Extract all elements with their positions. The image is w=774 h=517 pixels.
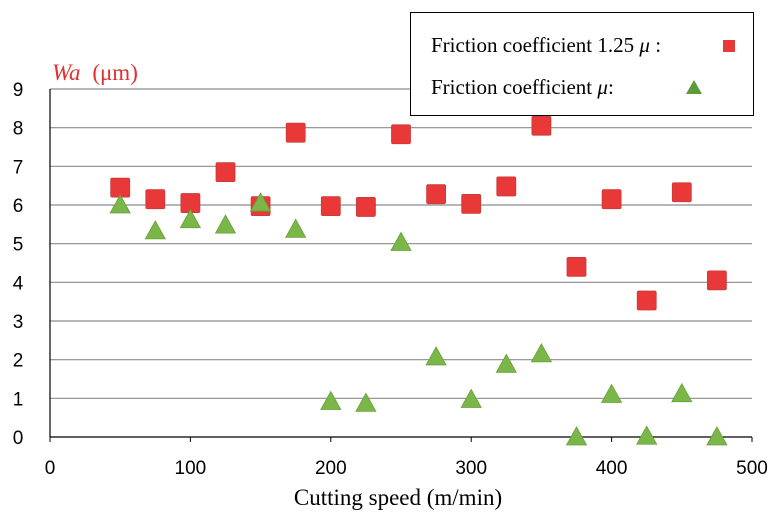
y-tick-label: 3: [13, 312, 24, 333]
data-point-square: [285, 122, 306, 143]
x-tick-label: 400: [596, 458, 628, 479]
data-point-square: [566, 256, 587, 277]
y-tick-label: 4: [13, 273, 24, 294]
legend-triangle-marker: [686, 80, 702, 94]
x-axis-label: Cutting speed (m/min): [294, 485, 502, 510]
data-point-triangle: [460, 388, 482, 408]
y-axis-label-italic: Wa: [52, 60, 81, 85]
data-point-triangle: [600, 383, 623, 403]
data-point-square: [320, 196, 341, 217]
data-point-triangle: [390, 231, 412, 251]
y-tick-label: 5: [13, 235, 24, 256]
x-tick-label: 100: [175, 458, 207, 479]
data-point-triangle: [671, 382, 693, 403]
axes: [49, 89, 753, 442]
data-point-triangle: [179, 208, 202, 229]
data-point-triangle: [214, 214, 237, 234]
data-point-square: [636, 290, 657, 311]
tick-labels: 0 1 2 3 4 5 6 7 8 9 0 100 200 300 400 500: [13, 80, 768, 479]
data-point-square: [461, 193, 482, 214]
data-point-square: [426, 184, 447, 205]
legend-label-series-1: Friction coefficient 1.25 μ :: [431, 33, 662, 57]
y-tick-label: 6: [13, 196, 24, 217]
data-point-square: [145, 189, 166, 210]
legend: Friction coefficient 1.25 μ : Friction c…: [410, 12, 754, 116]
x-tick-label: 200: [315, 458, 347, 479]
data-point-triangle: [285, 218, 307, 238]
y-tick-label: 8: [13, 119, 24, 140]
legend-label-series-2: Friction coefficient μ:: [431, 75, 614, 99]
x-tick-label: 0: [45, 458, 56, 479]
data-point-square: [215, 162, 236, 183]
data-point-square: [601, 189, 622, 210]
data-point-triangle: [495, 353, 517, 373]
data-point-triangle: [636, 425, 658, 445]
data-point-triangle: [425, 346, 447, 366]
y-tick-label: 2: [13, 351, 24, 372]
y-tick-label: 0: [13, 428, 24, 449]
data-point-square: [671, 182, 692, 203]
y-axis-label: Wa (μm): [52, 60, 138, 85]
data-point-triangle: [144, 220, 166, 240]
data-point-triangle: [530, 343, 553, 363]
y-axis-label-unit: (μm): [92, 60, 138, 85]
data-point-square: [355, 197, 376, 217]
x-tick-label: 300: [455, 458, 487, 479]
series-1-points: [110, 115, 727, 311]
data-point-triangle: [320, 390, 342, 410]
data-point-square: [496, 176, 517, 197]
data-point-square: [531, 115, 552, 136]
data-point-triangle: [565, 426, 588, 446]
data-point-triangle: [249, 192, 272, 212]
data-point-triangle: [706, 426, 728, 446]
data-point-triangle: [355, 392, 377, 412]
legend-square-marker: [723, 40, 735, 52]
series-2-points: [109, 192, 728, 446]
y-tick-label: 7: [13, 157, 24, 178]
data-point-triangle: [109, 194, 131, 214]
data-point-square: [707, 270, 727, 291]
y-tick-label: 1: [13, 389, 24, 410]
data-point-square: [391, 124, 411, 145]
x-tick-label: 500: [736, 458, 768, 479]
y-tick-label: 9: [13, 80, 24, 101]
